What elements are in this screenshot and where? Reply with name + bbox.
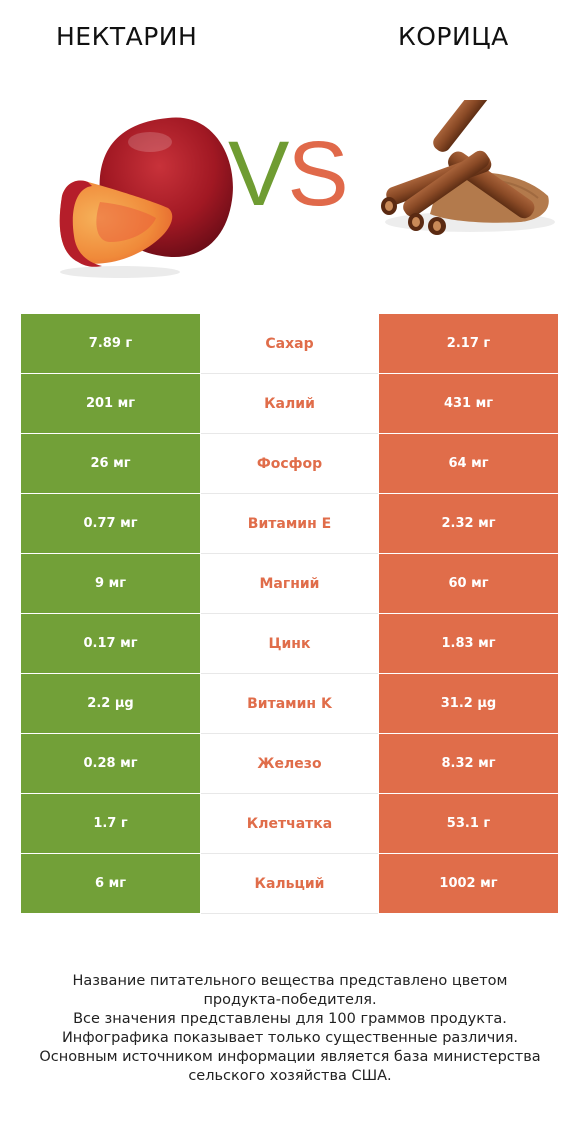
row-divider [201, 913, 378, 914]
table-row: 6 мг Кальций 1002 мг [21, 854, 558, 914]
footnotes: Название питательного вещества представл… [20, 972, 560, 1086]
left-value-cell: 1.7 г [21, 794, 200, 853]
nectarine-icon [59, 117, 233, 278]
footnote-line: сельского хозяйства США. [188, 1068, 392, 1084]
nutrient-name-cell: Витамин E [201, 494, 378, 553]
footnote-line: Все значения представлены для 100 граммо… [73, 1011, 507, 1027]
nutrient-name-cell: Клетчатка [201, 794, 378, 853]
vs-letter-v: V [228, 123, 289, 225]
right-value-cell: 53.1 г [379, 794, 558, 853]
right-value-cell: 60 мг [379, 554, 558, 613]
table-row: 0.17 мг Цинк 1.83 мг [21, 614, 558, 674]
nutrient-name-cell: Сахар [201, 314, 378, 373]
right-value-cell: 31.2 µg [379, 674, 558, 733]
vs-label: VS [228, 128, 349, 220]
footnote-line: продукта-победителя. [203, 992, 377, 1008]
left-value-cell: 6 мг [21, 854, 200, 913]
left-value-cell: 201 мг [21, 374, 200, 433]
right-value-cell: 431 мг [379, 374, 558, 433]
right-value-cell: 2.32 мг [379, 494, 558, 553]
table-row: 0.28 мг Железо 8.32 мг [21, 734, 558, 794]
table-row: 0.77 мг Витамин E 2.32 мг [21, 494, 558, 554]
left-value-cell: 0.17 мг [21, 614, 200, 673]
cinnamon-icon [381, 76, 555, 235]
table-row: 7.89 г Сахар 2.17 г [21, 314, 558, 374]
footnote-line: Название питательного вещества представл… [72, 973, 508, 989]
left-value-cell: 2.2 µg [21, 674, 200, 733]
left-value-cell: 7.89 г [21, 314, 200, 373]
nutrient-name-cell: Витамин K [201, 674, 378, 733]
row-divider [201, 793, 378, 794]
row-divider [201, 733, 378, 734]
row-divider [201, 613, 378, 614]
row-divider [201, 493, 378, 494]
table-row: 9 мг Магний 60 мг [21, 554, 558, 614]
right-value-cell: 2.17 г [379, 314, 558, 373]
nutrient-comparison-table: 7.89 г Сахар 2.17 г 201 мг Калий 431 мг 26 мг Ф… [21, 314, 558, 914]
hero-images: VS [0, 76, 580, 290]
right-value-cell: 1.83 мг [379, 614, 558, 673]
table-row: 26 мг Фосфор 64 мг [21, 434, 558, 494]
nutrient-name-cell: Кальций [201, 854, 378, 913]
table-row: 201 мг Калий 431 мг [21, 374, 558, 434]
row-divider [201, 553, 378, 554]
left-product-title: НЕКТАРИН [56, 22, 198, 51]
footnote-line: Инфографика показывает только существенн… [61, 1030, 519, 1046]
nutrient-name-cell: Железо [201, 734, 378, 793]
left-value-cell: 0.28 мг [21, 734, 200, 793]
footnote-line: Основным источником информации является … [39, 1049, 541, 1065]
left-value-cell: 9 мг [21, 554, 200, 613]
nutrient-name-cell: Калий [201, 374, 378, 433]
row-divider [201, 853, 378, 854]
row-divider [201, 673, 378, 674]
hero-illustration [59, 76, 555, 278]
row-divider [201, 433, 378, 434]
table-row: 2.2 µg Витамин K 31.2 µg [21, 674, 558, 734]
right-value-cell: 8.32 мг [379, 734, 558, 793]
right-value-cell: 1002 мг [379, 854, 558, 913]
nutrient-name-cell: Цинк [201, 614, 378, 673]
vs-letter-s: S [287, 123, 348, 225]
table-row: 1.7 г Клетчатка 53.1 г [21, 794, 558, 854]
nutrient-name-cell: Магний [201, 554, 378, 613]
right-product-title: КОРИЦА [398, 22, 509, 51]
left-value-cell: 0.77 мг [21, 494, 200, 553]
right-value-cell: 64 мг [379, 434, 558, 493]
left-value-cell: 26 мг [21, 434, 200, 493]
nutrient-name-cell: Фосфор [201, 434, 378, 493]
row-divider [201, 373, 378, 374]
